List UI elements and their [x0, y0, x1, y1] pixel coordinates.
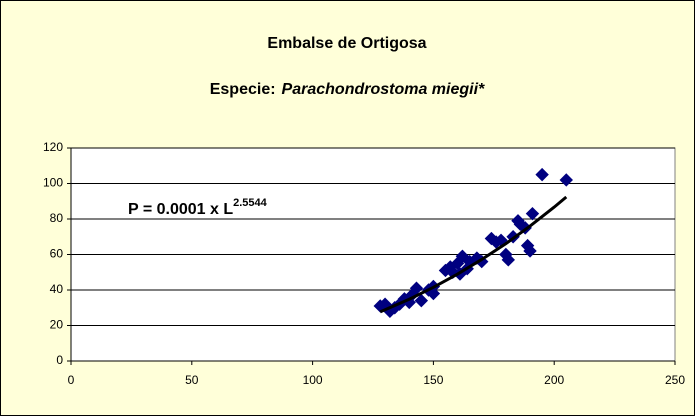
- y-tick-label: 80: [50, 211, 64, 225]
- y-tick-label: 0: [56, 353, 63, 367]
- x-tick-label: 50: [185, 373, 199, 387]
- equation-exponent: 2.5544: [233, 197, 268, 209]
- chart-subtitle: Especie: Parachondrostoma miegii*: [210, 81, 485, 98]
- x-tick-label: 150: [423, 373, 443, 387]
- point: [525, 206, 540, 221]
- equation-text: P = 0.0001 x L: [128, 201, 233, 218]
- point: [523, 244, 537, 258]
- trendline: [379, 195, 568, 314]
- subtitle-prefix: Especie:: [210, 81, 276, 98]
- x-tick-label: 0: [68, 373, 75, 387]
- point: [559, 173, 573, 187]
- y-tick-label: 60: [50, 247, 64, 261]
- subtitle-species: Parachondrostoma miegii*: [282, 81, 485, 98]
- y-tick-label: 100: [43, 176, 63, 190]
- equation: P = 0.0001 x L2.5544: [128, 197, 268, 218]
- point: [414, 293, 429, 308]
- y-tick-label: 120: [43, 140, 63, 154]
- plot: 0 20 40 60 80 100 120 0 50 100 150 200 250: [43, 140, 685, 387]
- x-tick-label: 200: [544, 373, 564, 387]
- point: [535, 167, 549, 182]
- y-tick-label: 40: [50, 282, 64, 296]
- x-tick-label: 100: [303, 373, 323, 387]
- chart-title: Embalse de Ortigosa: [267, 35, 426, 52]
- x-tick-label: 250: [665, 373, 685, 387]
- point: [426, 286, 441, 301]
- point: [501, 253, 516, 267]
- y-tick-label: 20: [50, 318, 64, 332]
